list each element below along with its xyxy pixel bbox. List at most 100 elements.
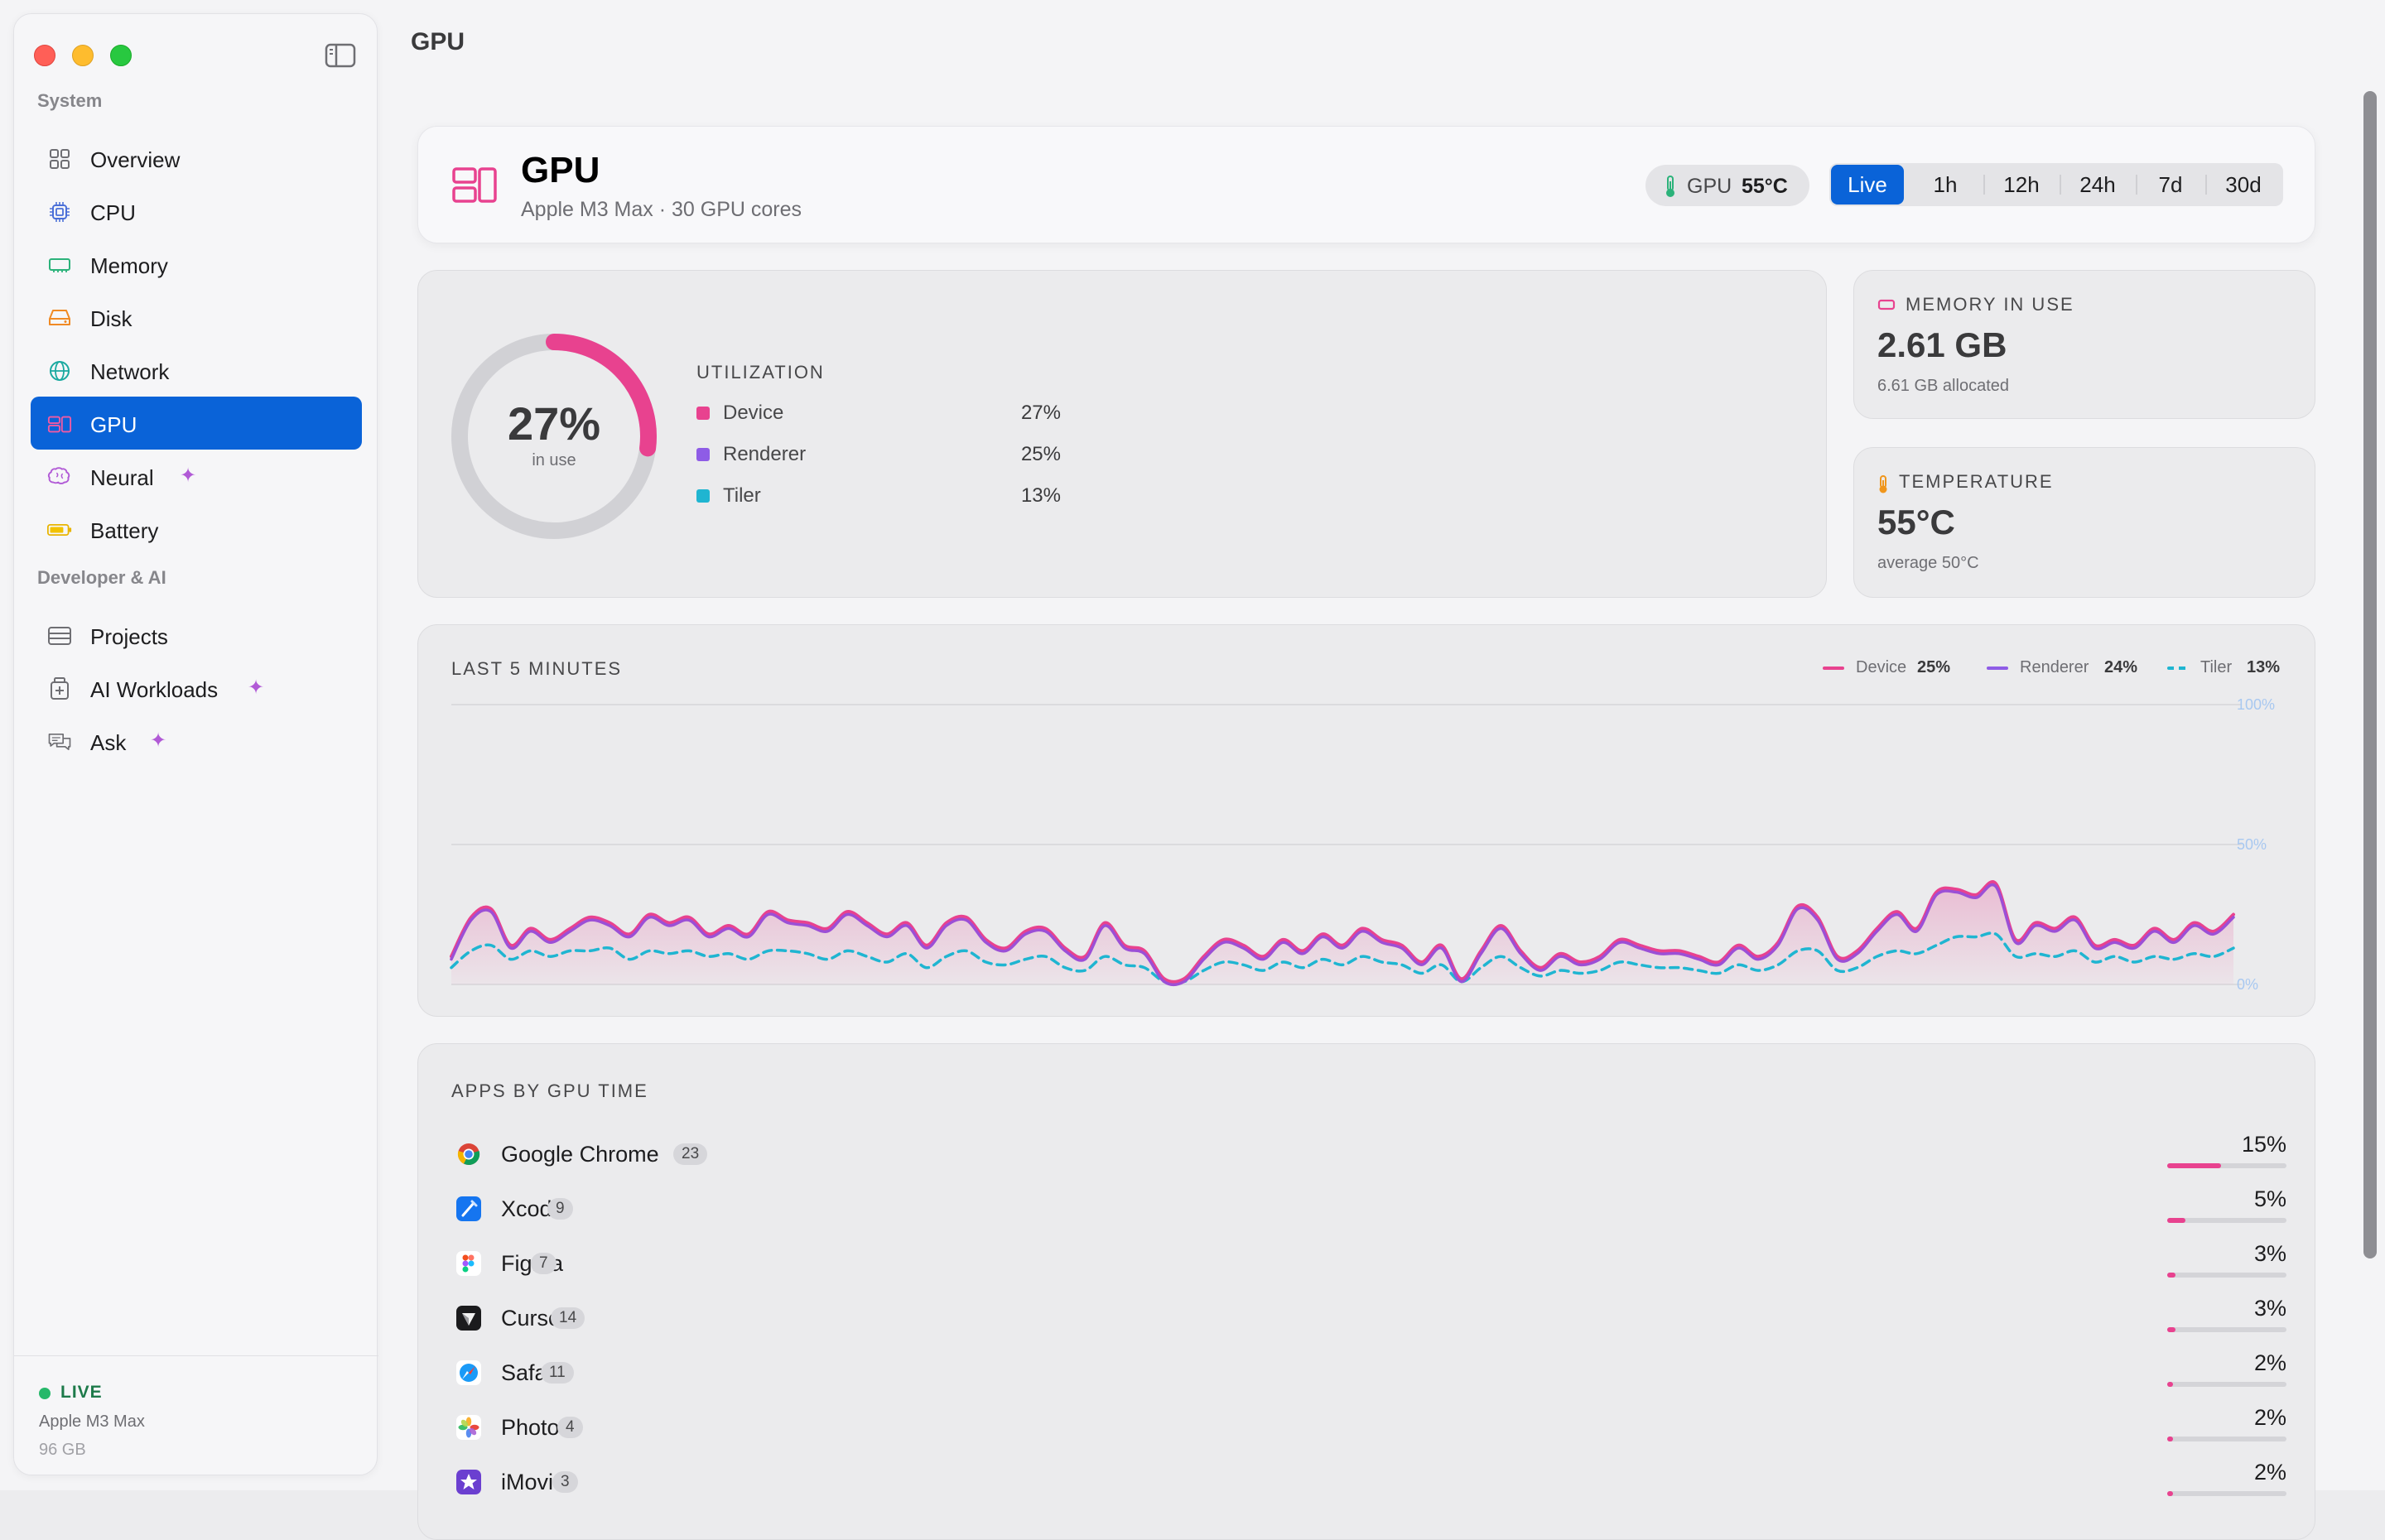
range-live-button[interactable]: Live bbox=[1831, 165, 1904, 205]
sidebar-item-label: Ask bbox=[90, 730, 127, 755]
utilization-row-name: Tiler bbox=[723, 484, 761, 507]
legend-item-tiler: Tiler 13% bbox=[2167, 658, 2291, 680]
zoom-window-button[interactable] bbox=[110, 45, 132, 66]
process-count-badge: 14 bbox=[551, 1307, 585, 1329]
sidebar-item-network[interactable]: Network bbox=[31, 344, 362, 397]
app-gpu-bar-track bbox=[2167, 1273, 2286, 1278]
memory-module-icon bbox=[1877, 299, 1896, 310]
app-name: Google Chrome bbox=[501, 1142, 659, 1167]
machine-memory: 96 GB bbox=[39, 1441, 86, 1459]
figma-icon bbox=[455, 1249, 483, 1278]
temperature-pill-value: 55°C bbox=[1742, 175, 1788, 198]
apps-heading: APPS BY GPU TIME bbox=[451, 1080, 648, 1101]
sidebar-item-cpu[interactable]: CPU bbox=[31, 185, 362, 238]
device-swatch bbox=[696, 407, 710, 420]
utilization-row-device: Device 27% bbox=[696, 400, 1061, 426]
sidebar-item-projects[interactable]: Projects bbox=[31, 609, 362, 662]
close-window-button[interactable] bbox=[34, 45, 55, 66]
app-gpu-bar-fill bbox=[2167, 1273, 2175, 1278]
range-30d-button[interactable]: 30d bbox=[2225, 171, 2262, 197]
sidebar-item-label: Projects bbox=[90, 624, 168, 649]
device-area-fill bbox=[451, 882, 2233, 984]
app-gpu-bar-fill bbox=[2167, 1437, 2173, 1441]
vertical-scrollbar[interactable] bbox=[2363, 91, 2377, 1258]
legend-value: 25% bbox=[1917, 658, 1951, 676]
window-title: GPU bbox=[411, 28, 465, 55]
ai-workloads-icon bbox=[47, 676, 72, 701]
safari-icon bbox=[455, 1359, 483, 1387]
app-row[interactable]: Xcode 9 5% bbox=[451, 1185, 2286, 1234]
app-gpu-percent: 3% bbox=[2253, 1296, 2286, 1321]
sidebar-item-memory[interactable]: Memory bbox=[31, 238, 362, 291]
app-window: System Overview CPU Memory Disk Network … bbox=[13, 13, 2377, 1540]
sidebar-item-label: AI Workloads bbox=[90, 677, 219, 702]
page-subtitle: Apple M3 Max · 30 GPU cores bbox=[521, 198, 802, 221]
utilization-ring-arc bbox=[451, 334, 657, 539]
battery-icon bbox=[47, 517, 72, 542]
renderer-swatch bbox=[696, 448, 710, 461]
app-gpu-bar-track bbox=[2167, 1382, 2286, 1387]
range-1h-button[interactable]: 1h bbox=[1933, 171, 1958, 197]
process-count-badge: 4 bbox=[557, 1417, 583, 1438]
app-row[interactable]: iMovie 3 2% bbox=[451, 1458, 2286, 1508]
live-status-dot bbox=[39, 1388, 51, 1399]
memory-in-use-card: MEMORY IN USE 2.61 GB 6.61 GB allocated bbox=[1853, 270, 2315, 419]
utilization-percent: 27% bbox=[507, 397, 601, 450]
sidebar-item-battery[interactable]: Battery bbox=[31, 503, 362, 556]
thermometer-icon bbox=[1879, 475, 1887, 493]
process-count-badge: 11 bbox=[541, 1362, 574, 1384]
sidebar-item-ai-workloads[interactable]: AI Workloads ✦ bbox=[31, 662, 362, 715]
legend-line-tiler bbox=[2167, 667, 2189, 670]
process-count-badge: 3 bbox=[552, 1471, 578, 1493]
xcode-icon bbox=[455, 1195, 483, 1223]
sidebar-item-label: Network bbox=[90, 359, 170, 384]
sidebar-item-label: Battery bbox=[90, 518, 159, 543]
sidebar-item-label: Neural bbox=[90, 465, 154, 490]
chrome-icon bbox=[455, 1140, 483, 1168]
sidebar-item-label: Memory bbox=[90, 253, 168, 278]
thermometer-icon bbox=[1666, 176, 1674, 197]
gpu-icon bbox=[47, 411, 72, 436]
memory-value: 2.61 GB bbox=[1877, 325, 2007, 364]
segment-divider bbox=[2060, 175, 2061, 195]
app-gpu-percent: 2% bbox=[2253, 1405, 2286, 1430]
apps-by-gpu-time-card: APPS BY GPU TIME Google Chrome 23 15% Xcode… bbox=[417, 1043, 2315, 1540]
sidebar-footer: LIVE Apple M3 Max 96 GB bbox=[14, 1355, 378, 1475]
process-count-badge: 23 bbox=[673, 1143, 708, 1165]
chart-title: LAST 5 MINUTES bbox=[451, 658, 623, 679]
app-row[interactable]: Safari 11 2% bbox=[451, 1349, 2286, 1398]
range-12h-button[interactable]: 12h bbox=[2003, 171, 2040, 197]
last-5-minutes-chart-card: LAST 5 MINUTES Device 25% Renderer 24% T… bbox=[417, 624, 2315, 1017]
temperature-average: average 50°C bbox=[1877, 554, 1979, 572]
process-count-badge: 9 bbox=[547, 1198, 573, 1220]
segment-divider bbox=[2136, 175, 2137, 195]
sparkle-icon: ✦ bbox=[248, 676, 265, 699]
globe-icon bbox=[47, 359, 72, 383]
sidebar-item-overview[interactable]: Overview bbox=[31, 132, 362, 185]
sidebar-item-gpu[interactable]: GPU bbox=[31, 397, 362, 450]
sparkle-icon: ✦ bbox=[180, 464, 197, 487]
segment-divider bbox=[1983, 175, 1985, 195]
legend-label: Tiler bbox=[2200, 658, 2233, 676]
app-gpu-bar-track bbox=[2167, 1491, 2286, 1496]
tiler-swatch bbox=[696, 489, 710, 503]
legend-value: 13% bbox=[2247, 658, 2281, 676]
utilization-row-value: 13% bbox=[1020, 484, 1061, 507]
app-row[interactable]: Photos 4 2% bbox=[451, 1403, 2286, 1453]
gpu-usage-line-chart: 100% 50% 0% bbox=[450, 696, 2275, 993]
utilization-ring bbox=[451, 334, 657, 539]
range-24h-button[interactable]: 24h bbox=[2079, 171, 2116, 197]
sidebar-item-label: Overview bbox=[90, 147, 181, 172]
sidebar-item-ask[interactable]: Ask ✦ bbox=[31, 715, 362, 768]
app-row[interactable]: Google Chrome 23 15% bbox=[451, 1130, 2286, 1180]
sidebar-item-disk[interactable]: Disk bbox=[31, 291, 362, 344]
app-row[interactable]: Figma73% bbox=[451, 1239, 2286, 1289]
sidebar-toggle-icon[interactable] bbox=[324, 42, 357, 69]
memory-heading: MEMORY IN USE bbox=[1906, 294, 2074, 315]
sidebar-item-neural[interactable]: Neural ✦ bbox=[31, 450, 362, 503]
minimize-window-button[interactable] bbox=[72, 45, 94, 66]
utilization-row-value: 27% bbox=[1020, 402, 1061, 424]
app-row[interactable]: Cursor 14 3% bbox=[451, 1294, 2286, 1344]
app-gpu-bar-fill bbox=[2167, 1218, 2185, 1223]
range-7d-button[interactable]: 7d bbox=[2158, 171, 2183, 197]
